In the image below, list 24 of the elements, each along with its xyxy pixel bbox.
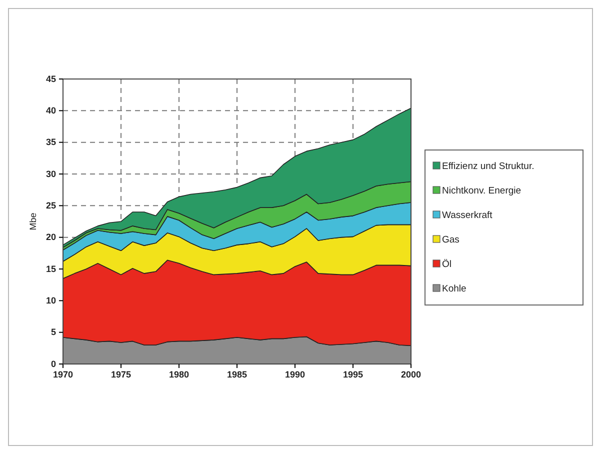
x-tick-label: 1995 <box>342 369 364 380</box>
x-tick-label: 1985 <box>226 369 248 380</box>
legend-label: Gas <box>442 234 460 246</box>
y-tick-label: 15 <box>46 264 56 274</box>
y-tick-label: 40 <box>46 106 56 116</box>
legend-label: Effizienz und Struktur. <box>442 161 534 172</box>
x-tick-label: 2000 <box>400 369 422 380</box>
y-tick-label: 35 <box>46 137 56 148</box>
y-tick-label: 10 <box>46 296 56 306</box>
y-tick-label: 5 <box>50 327 56 338</box>
legend-label: Wasserkraft <box>442 210 493 221</box>
y-tick-label: 0 <box>50 358 56 369</box>
y-tick-label: 45 <box>46 74 56 84</box>
y-tick-label: 20 <box>46 232 56 242</box>
legend-label: Nichtkonv. Energie <box>442 186 522 196</box>
x-tick-label: 1975 <box>110 369 132 380</box>
y-tick-label: 30 <box>46 168 56 179</box>
legend-label: Kohle <box>442 284 466 294</box>
y-tick-label: 25 <box>46 200 56 211</box>
x-tick-label: 1970 <box>52 369 74 380</box>
y-axis-title: Mbe <box>28 212 38 230</box>
legend-label: Öl <box>442 259 452 270</box>
x-tick-label: 1990 <box>284 369 306 380</box>
x-tick-label: 1980 <box>168 369 190 380</box>
